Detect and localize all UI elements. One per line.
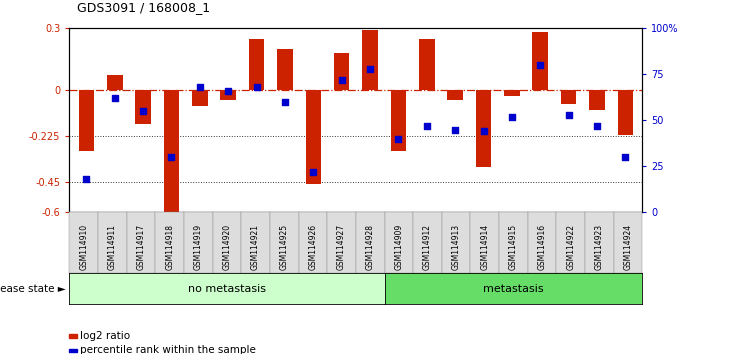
Text: GSM114921: GSM114921 [251,224,260,270]
Point [620,154,631,160]
Text: GSM114924: GSM114924 [623,223,633,270]
Bar [532,33,548,90]
Text: GSM114925: GSM114925 [280,223,289,270]
Text: GSM114909: GSM114909 [394,223,404,270]
Point [364,66,376,72]
Text: GSM114915: GSM114915 [509,223,518,270]
Bar [277,49,293,90]
Bar [220,90,236,100]
Text: GSM114911: GSM114911 [108,224,117,270]
Text: percentile rank within the sample: percentile rank within the sample [80,345,256,354]
Bar [561,90,577,104]
Point [534,62,546,68]
Text: GSM114920: GSM114920 [223,223,231,270]
Bar [419,39,434,90]
Bar [249,39,264,90]
Point [194,84,206,90]
Text: no metastasis: no metastasis [188,284,266,293]
Bar [618,90,633,135]
Point [223,88,234,94]
Bar [391,90,406,151]
Text: GSM114918: GSM114918 [165,224,174,270]
Point [477,129,489,134]
Point [166,154,177,160]
Bar [192,90,207,106]
Text: log2 ratio: log2 ratio [80,331,131,341]
Point [109,96,120,101]
Text: GSM114926: GSM114926 [308,223,318,270]
Point [250,84,262,90]
Text: GSM114910: GSM114910 [79,223,88,270]
Bar [164,90,180,212]
Point [450,127,461,132]
Bar [334,53,350,90]
Text: GSM114913: GSM114913 [452,223,461,270]
Point [591,123,603,129]
Bar [107,75,123,90]
Point [421,123,433,129]
Text: GSM114919: GSM114919 [193,223,203,270]
Text: GSM114912: GSM114912 [423,224,432,270]
Text: GSM114922: GSM114922 [566,224,575,270]
Text: GSM114916: GSM114916 [537,223,547,270]
Point [336,77,347,83]
Point [279,99,291,105]
Text: GSM114928: GSM114928 [366,224,374,270]
Bar [362,30,378,90]
Text: GSM114923: GSM114923 [595,223,604,270]
Point [563,112,575,118]
Point [137,108,149,114]
Text: GDS3091 / 168008_1: GDS3091 / 168008_1 [77,1,210,14]
Text: metastasis: metastasis [483,284,544,293]
Bar [589,90,605,110]
Text: disease state ►: disease state ► [0,284,66,293]
Point [393,136,404,142]
Point [506,114,518,120]
Point [307,169,319,175]
Bar [306,90,321,184]
Bar [135,90,151,125]
Bar [476,90,491,167]
Bar [504,90,520,96]
Text: GSM114914: GSM114914 [480,223,489,270]
Text: GSM114917: GSM114917 [137,223,145,270]
Text: GSM114927: GSM114927 [337,223,346,270]
Point [80,176,92,182]
Bar [79,90,94,151]
Bar [447,90,463,100]
